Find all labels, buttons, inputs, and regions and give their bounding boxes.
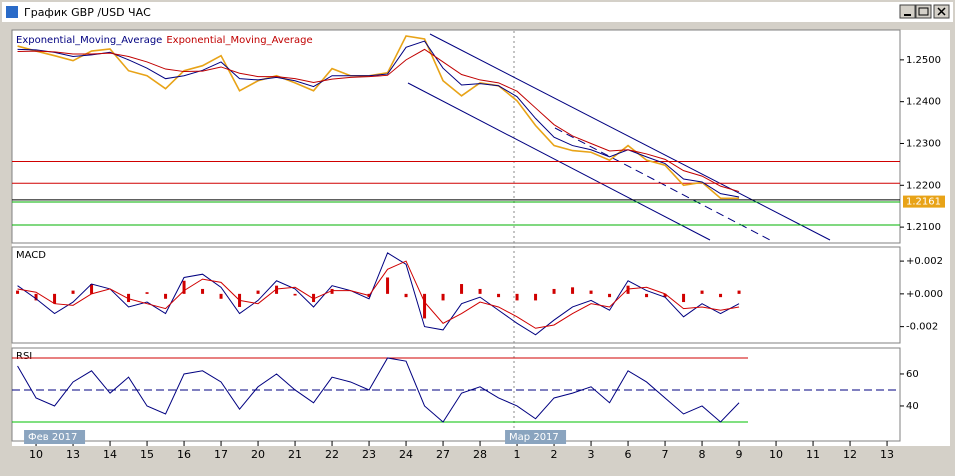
y-tick-label: +0.000	[906, 289, 943, 300]
histogram-bar	[404, 293, 408, 298]
histogram-bar	[719, 293, 723, 298]
x-tick-label: 13	[66, 448, 80, 461]
maximize-button[interactable]	[915, 4, 932, 19]
histogram-bar	[497, 293, 501, 298]
histogram-bar	[441, 293, 445, 301]
x-tick-label: 3	[588, 448, 595, 461]
period-box	[24, 430, 86, 444]
panel-title: MACD	[16, 250, 46, 261]
y-tick-label: 1.2200	[906, 180, 941, 191]
histogram-bar	[737, 290, 741, 294]
histogram-bar	[312, 293, 316, 303]
ema-line	[17, 40, 740, 198]
ema-line	[17, 48, 740, 193]
histogram-bar	[164, 293, 168, 299]
x-tick-label: 13	[880, 448, 894, 461]
histogram-bar	[589, 290, 593, 294]
histogram-bar	[34, 293, 38, 301]
x-tick-label: 6	[625, 448, 632, 461]
x-tick-label: 16	[177, 448, 191, 461]
histogram-bar	[16, 290, 20, 294]
histogram-bar	[182, 280, 186, 294]
histogram-bar	[386, 277, 390, 294]
x-tick-label: 27	[436, 448, 450, 461]
rsi-line	[17, 357, 740, 423]
histogram-bar	[552, 288, 556, 294]
channel-line	[554, 127, 771, 241]
price-panel	[11, 29, 901, 244]
minimize-button[interactable]	[899, 4, 916, 19]
y-tick-label: 1.2400	[906, 97, 941, 108]
histogram-bar	[219, 293, 223, 299]
x-tick-label: 20	[251, 448, 265, 461]
x-tick-label: 1	[514, 448, 521, 461]
rsi-panel	[11, 347, 901, 442]
close-button[interactable]	[933, 4, 950, 19]
last-price-box	[903, 195, 945, 208]
x-tick-label: 10	[769, 448, 783, 461]
histogram-bar	[460, 284, 464, 294]
window-title: График GBP /USD ЧАС	[24, 6, 151, 19]
histogram-bar	[478, 288, 482, 294]
x-tick-label: 8	[699, 448, 706, 461]
y-tick-label: -0.002	[906, 322, 938, 333]
macd-line	[17, 260, 740, 329]
legend-entry: Exponential_Moving_Average	[16, 35, 162, 46]
histogram-bar	[293, 293, 297, 296]
histogram-bar	[127, 293, 131, 303]
last-price-label: 1.2161	[906, 197, 941, 208]
x-tick-label: 2	[551, 448, 558, 461]
histogram-bar	[71, 290, 75, 294]
chart-area	[12, 30, 950, 446]
y-tick-label: +0.002	[906, 256, 943, 267]
histogram-bar	[53, 293, 57, 304]
macd-panel	[11, 246, 901, 344]
histogram-bar	[90, 284, 94, 294]
x-tick-label: 12	[843, 448, 857, 461]
histogram-bar	[145, 292, 149, 294]
histogram-bar	[423, 293, 427, 319]
x-tick-label: 21	[288, 448, 302, 461]
legend-entry: Exponential_Moving_Average	[166, 35, 312, 46]
macd-line	[17, 252, 740, 336]
x-tick-label: 10	[29, 448, 43, 461]
histogram-bar	[700, 290, 704, 294]
y-tick-label: 1.2300	[906, 138, 941, 149]
y-tick-label: 1.2100	[906, 222, 941, 233]
x-tick-label: 28	[473, 448, 487, 461]
histogram-bar	[571, 287, 575, 294]
histogram-bar	[626, 285, 630, 294]
window-icon	[6, 6, 18, 18]
histogram-bar	[663, 293, 667, 298]
panel-title: RSI	[16, 351, 32, 362]
histogram-bar	[330, 288, 334, 294]
x-tick-label: 23	[362, 448, 376, 461]
histogram-bar	[682, 293, 686, 303]
histogram-bar	[515, 293, 519, 301]
histogram-bar	[645, 293, 649, 298]
period-label: Фев 2017	[28, 432, 77, 443]
x-tick-label: 9	[736, 448, 743, 461]
period-label: Мар 2017	[509, 432, 559, 443]
y-tick-label: 40	[906, 401, 919, 412]
channel-line	[429, 33, 831, 241]
title-bar	[2, 2, 953, 22]
period-box	[505, 430, 567, 444]
x-tick-label: 14	[103, 448, 117, 461]
x-tick-label: 11	[806, 448, 820, 461]
x-tick-label: 7	[662, 448, 669, 461]
y-tick-label: 60	[906, 369, 919, 380]
histogram-bar	[275, 285, 279, 294]
histogram-bar	[256, 290, 260, 294]
x-tick-label: 17	[214, 448, 228, 461]
x-tick-label: 15	[140, 448, 154, 461]
x-tick-label: 24	[399, 448, 413, 461]
x-tick-label: 22	[325, 448, 339, 461]
histogram-bar	[201, 288, 205, 294]
y-tick-label: 1.2500	[906, 55, 941, 66]
histogram-bar	[534, 293, 538, 301]
histogram-bar	[608, 293, 612, 298]
